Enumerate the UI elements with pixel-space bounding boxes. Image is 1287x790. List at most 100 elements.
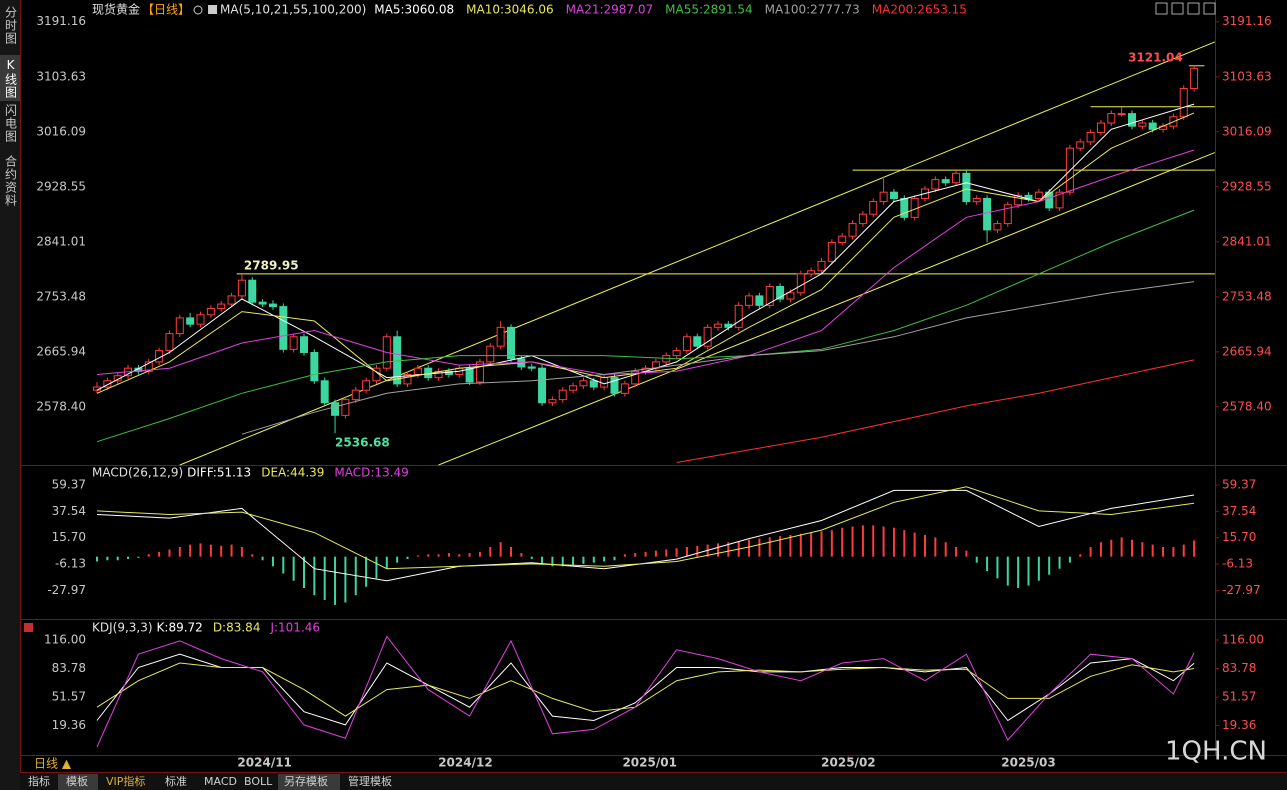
candle-body bbox=[113, 375, 122, 382]
y-tick-label: -27.97 bbox=[47, 583, 86, 597]
bottom-tab[interactable]: MACD bbox=[204, 775, 237, 788]
candle-body bbox=[589, 380, 598, 388]
y-tick-label: 2665.94 bbox=[36, 344, 86, 358]
legend-label: MACD(26,12,9) bbox=[92, 466, 183, 480]
candle-body bbox=[1086, 131, 1095, 143]
x-tick-label: 2025/01 bbox=[622, 756, 676, 770]
y-tick-label: 37.54 bbox=[1222, 504, 1256, 518]
candle-body bbox=[1014, 194, 1023, 206]
candle-body bbox=[838, 235, 847, 243]
sidebar-tab[interactable]: 分时图 bbox=[4, 6, 18, 45]
tab-active bbox=[58, 774, 98, 790]
x-tick-label: 2024/11 bbox=[237, 756, 291, 770]
y-tick-label: 2841.01 bbox=[1222, 234, 1272, 248]
sidebar-tab[interactable]: K线图 bbox=[4, 58, 18, 99]
y-tick-label: 2841.01 bbox=[36, 234, 86, 248]
bottom-tab[interactable]: 标准 bbox=[165, 774, 187, 788]
candle-body bbox=[372, 367, 381, 382]
y-tick-label: 59.37 bbox=[1222, 478, 1256, 492]
y-tick-label: 51.57 bbox=[52, 690, 86, 704]
candle-body bbox=[745, 295, 754, 306]
bottom-tab[interactable]: 管理模板 bbox=[348, 774, 392, 788]
candle-body bbox=[693, 336, 702, 347]
legend-label: MA100:2777.73 bbox=[765, 3, 860, 17]
bottom-tab[interactable]: BOLL bbox=[244, 775, 273, 788]
candle-body bbox=[279, 306, 288, 350]
y-tick-label: 19.36 bbox=[1222, 718, 1256, 732]
candle-body bbox=[631, 370, 640, 385]
sidebar-tab[interactable]: 闪电图 bbox=[4, 104, 18, 143]
candle-body bbox=[196, 314, 205, 325]
legend-label: 【日线】 bbox=[142, 3, 190, 17]
candle-body bbox=[165, 333, 174, 352]
icon bbox=[208, 5, 218, 14]
candle-body bbox=[972, 197, 981, 203]
candle-body bbox=[1055, 191, 1064, 209]
series-line bbox=[96, 653, 1195, 726]
candle-body bbox=[475, 361, 484, 383]
period-button[interactable]: 日线 ▲ bbox=[34, 757, 72, 771]
candle-body bbox=[331, 402, 340, 416]
candle-body bbox=[237, 279, 246, 297]
annotation: 2536.68 bbox=[335, 436, 390, 450]
candle-body bbox=[558, 389, 567, 401]
x-tick-label: 2025/02 bbox=[821, 756, 875, 770]
candle-body bbox=[993, 223, 1002, 231]
icon bbox=[193, 5, 203, 15]
toolbar-icons[interactable] bbox=[1155, 2, 1216, 15]
y-tick-label: 3191.16 bbox=[36, 14, 86, 28]
sidebar bbox=[0, 0, 20, 790]
candle-body bbox=[703, 326, 712, 347]
x-tick-label: 2025/03 bbox=[1001, 756, 1055, 770]
candle-body bbox=[351, 389, 360, 401]
bottom-tab[interactable]: 模板 bbox=[66, 774, 88, 788]
candle-body bbox=[1127, 113, 1136, 127]
candle-body bbox=[320, 380, 329, 404]
candle-body bbox=[206, 307, 215, 316]
candle-body bbox=[610, 377, 619, 394]
candle-body bbox=[817, 260, 826, 272]
sidebar-tab[interactable]: 合约资料 bbox=[4, 154, 18, 207]
y-tick-label: 51.57 bbox=[1222, 690, 1256, 704]
candle-body bbox=[579, 380, 588, 387]
candle-body bbox=[227, 295, 236, 305]
bottom-tab[interactable]: 指标 bbox=[28, 774, 50, 788]
candle-body bbox=[776, 285, 785, 300]
series-line bbox=[96, 635, 1195, 748]
legend-label: KDJ(9,3,3) bbox=[92, 621, 153, 635]
candle-body bbox=[941, 179, 950, 184]
candle-body bbox=[807, 270, 816, 275]
candle-body bbox=[465, 367, 474, 383]
candle-body bbox=[341, 399, 350, 416]
candle-body bbox=[786, 292, 795, 300]
candle-body bbox=[289, 336, 298, 350]
candle-body bbox=[1096, 122, 1105, 133]
candle-body bbox=[879, 191, 888, 203]
candle-body bbox=[569, 385, 578, 391]
candle-body bbox=[486, 345, 495, 363]
series-line bbox=[96, 662, 1195, 717]
bottom-tab[interactable]: 另存模板 bbox=[284, 774, 328, 788]
candle-body bbox=[962, 172, 971, 203]
legend-label: MA5:3060.08 bbox=[374, 3, 454, 17]
candle-body bbox=[217, 303, 226, 309]
watermark: 1QH.CN bbox=[1165, 737, 1267, 767]
candle-body bbox=[1138, 122, 1147, 127]
y-tick-label: 2928.55 bbox=[36, 179, 86, 193]
y-tick-label: 116.00 bbox=[44, 633, 86, 647]
candle-body bbox=[103, 380, 112, 388]
candle-body bbox=[268, 303, 277, 308]
candle-body bbox=[827, 241, 836, 262]
y-tick-label: 3016.09 bbox=[1222, 124, 1272, 138]
candle-body bbox=[300, 336, 309, 353]
bottom-tab[interactable]: VIP指标 bbox=[106, 774, 145, 788]
kdj-icon[interactable] bbox=[24, 623, 33, 632]
candle-body bbox=[548, 399, 557, 404]
legend-label: DEA:44.39 bbox=[261, 466, 324, 480]
legend-label: J:101.46 bbox=[269, 621, 320, 635]
candle-body bbox=[1148, 122, 1157, 130]
legend-label: MA21:2987.07 bbox=[566, 3, 654, 17]
candle-body bbox=[600, 377, 609, 388]
y-tick-label: 2753.48 bbox=[36, 289, 86, 303]
